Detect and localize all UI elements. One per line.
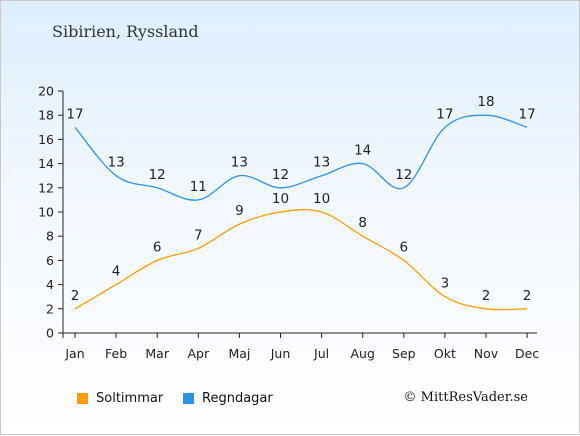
- y-tick-label: 0: [46, 326, 54, 341]
- legend-item-soltimmar: Soltimmar: [77, 390, 163, 406]
- data-label-soltimmar: 10: [313, 191, 330, 207]
- x-tick-label: Nov: [474, 346, 499, 361]
- y-tick-label: 18: [38, 108, 54, 123]
- data-label-soltimmar: 9: [235, 203, 244, 219]
- series-line-soltimmar: [74, 209, 528, 311]
- legend-label-soltimmar: Soltimmar: [96, 390, 164, 406]
- y-tick-label: 10: [38, 205, 54, 220]
- y-tick-label: 20: [38, 84, 54, 99]
- data-label-regndagar: 17: [66, 106, 83, 122]
- data-label-regndagar: 17: [519, 106, 536, 122]
- x-tick-label: Jan: [64, 346, 84, 361]
- data-label-regndagar: 14: [354, 143, 371, 159]
- y-tick-label: 4: [46, 277, 54, 292]
- x-tick-label: Sep: [392, 346, 416, 361]
- y-tick-label: 12: [38, 180, 54, 195]
- legend-item-regndagar: Regndagar: [183, 390, 273, 406]
- x-tick-label: Jul: [313, 346, 329, 361]
- site-credit: © MittResVader.se: [403, 390, 528, 405]
- x-tick-label: Feb: [105, 346, 127, 361]
- data-label-soltimmar: 10: [272, 191, 289, 207]
- data-label-regndagar: 13: [108, 155, 125, 171]
- y-tick-label: 14: [38, 156, 54, 171]
- data-label-regndagar: 12: [395, 167, 412, 183]
- data-label-regndagar: 13: [231, 155, 248, 171]
- legend-label-regndagar: Regndagar: [202, 390, 273, 406]
- data-label-soltimmar: 2: [482, 288, 491, 304]
- x-tick-label: Mar: [145, 346, 169, 361]
- y-tick-label: 16: [38, 132, 54, 147]
- data-label-soltimmar: 2: [523, 288, 532, 304]
- y-tick-label: 2: [46, 301, 54, 316]
- data-label-soltimmar: 4: [112, 264, 121, 280]
- data-label-regndagar: 18: [477, 94, 494, 110]
- data-label-soltimmar: 6: [153, 239, 162, 255]
- axes: 0 2 4 6 8 10 12 14 16 18 20 Jan Feb Mar Apr Maj Jun Jul Au…: [38, 84, 539, 362]
- x-tick-label: Jun: [270, 346, 291, 361]
- legend-swatch-regndagar: [183, 392, 194, 404]
- data-label-regndagar: 12: [272, 167, 289, 183]
- y-tick-label: 8: [46, 229, 54, 244]
- y-tick-label: 6: [46, 253, 54, 268]
- data-label-soltimmar: 8: [358, 215, 367, 231]
- x-tick-label: Maj: [228, 346, 250, 361]
- data-label-soltimmar: 6: [400, 239, 409, 255]
- series-layer: [74, 114, 528, 311]
- data-label-regndagar: 13: [313, 155, 330, 171]
- x-tick-label: Apr: [187, 346, 209, 361]
- legend-swatch-soltimmar: [77, 392, 88, 404]
- data-label-regndagar: 11: [190, 179, 207, 195]
- data-label-soltimmar: 7: [194, 227, 203, 243]
- data-label-soltimmar: 2: [71, 288, 80, 304]
- x-tick-label: Aug: [350, 346, 374, 361]
- x-tick-label: Dec: [515, 346, 539, 361]
- series-line-regndagar: [74, 114, 528, 201]
- data-labels: 2 4 6 7 9 10 10 8 6 3 2 2 17 13 12 11 13 12 13 14 12 17 18 17: [66, 94, 535, 304]
- data-label-soltimmar: 3: [441, 276, 450, 292]
- chart-title: Sibirien, Ryssland: [52, 22, 199, 41]
- data-label-regndagar: 17: [436, 106, 453, 122]
- x-tick-label: Okt: [434, 346, 456, 361]
- data-label-regndagar: 12: [149, 167, 166, 183]
